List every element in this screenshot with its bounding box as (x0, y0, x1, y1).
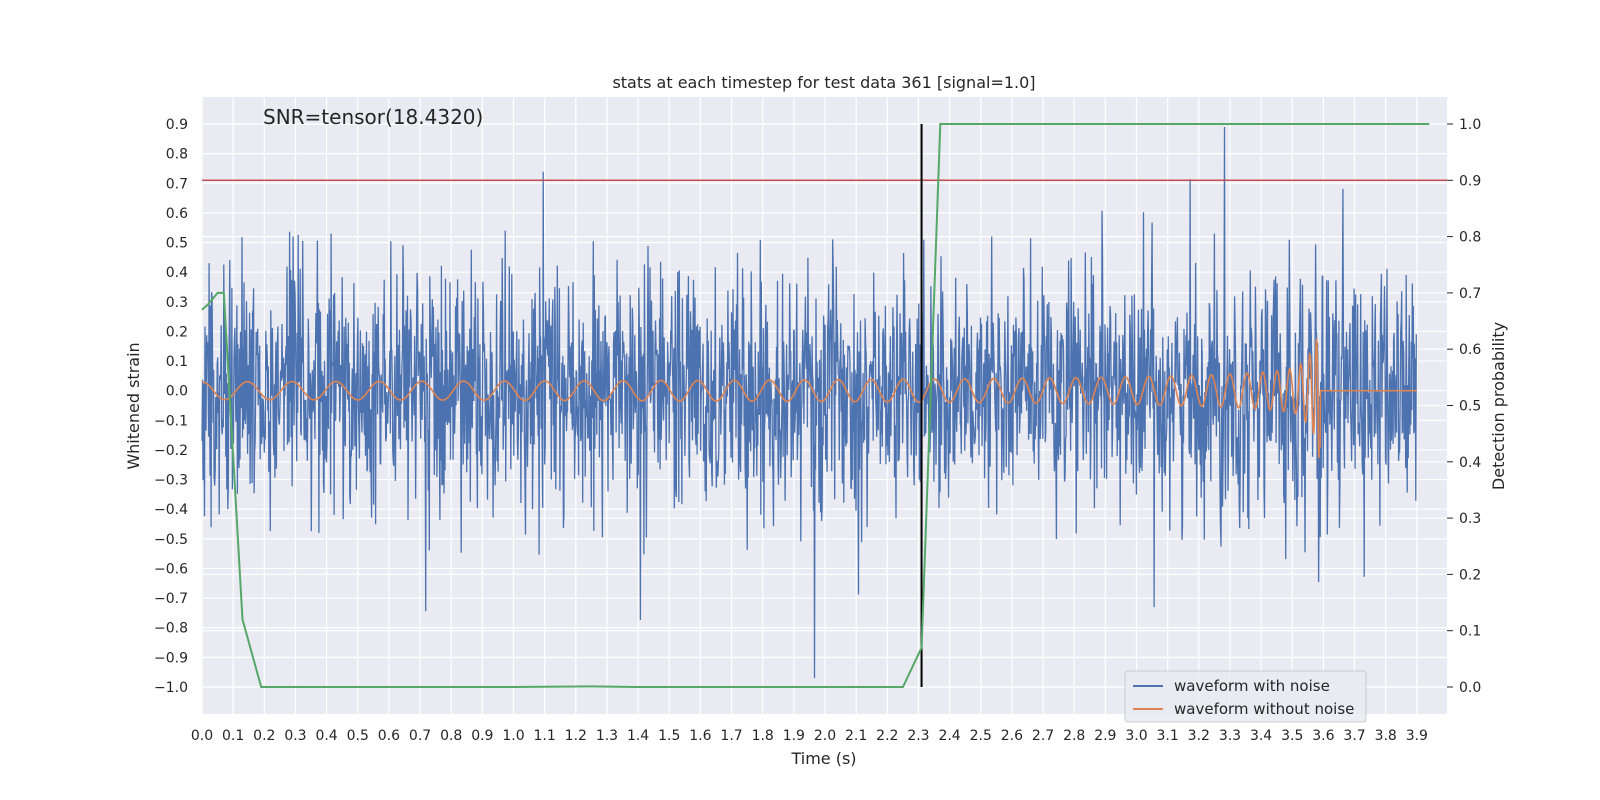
x-tick-label: 3.9 (1406, 728, 1428, 744)
x-tick-label: 1.9 (783, 728, 805, 744)
right-tick-label: 0.7 (1459, 286, 1481, 302)
right-tick-label: 0.4 (1459, 455, 1481, 471)
right-tick-label: 0.9 (1459, 173, 1481, 189)
x-tick-label: 3.5 (1281, 728, 1303, 744)
left-tick-label: −0.6 (154, 561, 188, 577)
left-tick-label: −0.3 (154, 473, 188, 489)
series-detection-probability (201, 123, 1430, 688)
left-tick-label: 0.1 (166, 354, 188, 370)
right-axis-ticks: 1.0 0.9 0.8 0.7 0.6 0.5 0.4 0.3 0.2 0.1 0.0 (1447, 117, 1481, 696)
noisy-waveform-line (201, 126, 1417, 679)
x-tick-label: 0.3 (284, 728, 306, 744)
right-tick-label: 0.5 (1459, 399, 1481, 415)
reference-lines (202, 124, 1447, 687)
x-tick-label: 2.3 (907, 728, 929, 744)
x-tick-label: 1.5 (658, 728, 680, 744)
left-tick-label: 0.0 (166, 384, 188, 400)
x-tick-label: 0.1 (222, 728, 244, 744)
x-tick-label: 2.5 (970, 728, 992, 744)
x-tick-label: 2.4 (938, 728, 960, 744)
x-tick-label: 1.2 (565, 728, 587, 744)
x-tick-label: 3.1 (1157, 728, 1179, 744)
left-tick-label: −0.8 (154, 621, 188, 637)
left-tick-label: 0.6 (166, 206, 188, 222)
clean-waveform-line (202, 338, 1417, 459)
legend-label-noisy: waveform with noise (1174, 677, 1330, 695)
right-axis-label: Detection probability (1489, 322, 1508, 490)
x-tick-label: 3.0 (1125, 728, 1147, 744)
left-tick-label: −1.0 (154, 680, 188, 696)
left-tick-label: 0.8 (166, 147, 188, 163)
left-tick-label: 0.9 (166, 117, 188, 133)
right-tick-label: 0.8 (1459, 230, 1481, 246)
right-tick-label: 0.6 (1459, 342, 1481, 358)
right-tick-label: 0.0 (1459, 680, 1481, 696)
x-tick-label: 0.2 (253, 728, 275, 744)
x-tick-label: 2.9 (1094, 728, 1116, 744)
legend-label-clean: waveform without noise (1174, 700, 1354, 718)
x-tick-label: 2.0 (814, 728, 836, 744)
x-tick-label: 2.8 (1063, 728, 1085, 744)
left-tick-label: −0.7 (154, 591, 188, 607)
x-tick-label: 3.2 (1188, 728, 1210, 744)
left-tick-label: −0.1 (154, 413, 188, 429)
left-axis-ticks: 0.9 0.8 0.7 0.6 0.5 0.4 0.3 0.2 0.1 0.0 −0.1 −0.2 −0… (154, 117, 188, 696)
left-tick-label: −0.5 (154, 532, 188, 548)
detection-probability-line (201, 123, 1430, 688)
x-tick-label: 3.4 (1250, 728, 1272, 744)
left-tick-label: 0.3 (166, 295, 188, 311)
x-tick-label: 1.1 (534, 728, 556, 744)
x-tick-label: 0.4 (315, 728, 337, 744)
left-tick-label: 0.2 (166, 324, 188, 340)
x-tick-label: 0.6 (378, 728, 400, 744)
x-tick-label: 1.4 (627, 728, 649, 744)
x-tick-label: 0.7 (409, 728, 431, 744)
legend-box (1124, 670, 1367, 723)
x-tick-label: 1.3 (596, 728, 618, 744)
x-tick-label: 1.7 (720, 728, 742, 744)
left-tick-label: −0.9 (154, 650, 188, 666)
x-tick-label: 0.5 (347, 728, 369, 744)
left-tick-label: 0.7 (166, 176, 188, 192)
x-axis-label: Time (s) (790, 749, 856, 768)
right-tick-label: 0.3 (1459, 511, 1481, 527)
x-tick-label: 3.3 (1219, 728, 1241, 744)
left-tick-label: −0.2 (154, 443, 188, 459)
right-tick-label: 0.1 (1459, 624, 1481, 640)
x-tick-label: 0.9 (471, 728, 493, 744)
x-tick-label: 2.2 (876, 728, 898, 744)
x-tick-label: 1.0 (502, 728, 524, 744)
legend: waveform with noise waveform without noi… (1124, 670, 1367, 723)
x-tick-label: 3.8 (1375, 728, 1397, 744)
x-tick-label: 2.6 (1001, 728, 1023, 744)
x-tick-label: 2.1 (845, 728, 867, 744)
left-tick-label: 0.4 (166, 265, 188, 281)
x-tick-label: 3.7 (1343, 728, 1365, 744)
x-tick-label: 0.8 (440, 728, 462, 744)
right-tick-label: 1.0 (1459, 117, 1481, 133)
right-tick-label: 0.2 (1459, 567, 1481, 583)
left-tick-label: 0.5 (166, 236, 188, 252)
x-tick-label: 3.6 (1312, 728, 1334, 744)
series-waveform-without-noise (202, 338, 1417, 459)
left-tick-label: −0.4 (154, 502, 188, 518)
x-axis-ticks: 0.0 0.1 0.2 0.3 0.4 0.5 0.6 0.7 0.8 0.9 1.0 1.1 1.2 1… (191, 728, 1428, 744)
x-tick-label: 1.8 (752, 728, 774, 744)
x-tick-label: 0.0 (191, 728, 213, 744)
series-waveform-with-noise (201, 126, 1417, 679)
left-axis-label: Whitened strain (124, 342, 143, 469)
snr-annotation: SNR=tensor(18.4320) (263, 105, 483, 129)
x-tick-label: 2.7 (1032, 728, 1054, 744)
x-tick-label: 1.6 (689, 728, 711, 744)
chart-title: stats at each timestep for test data 361… (612, 73, 1035, 92)
